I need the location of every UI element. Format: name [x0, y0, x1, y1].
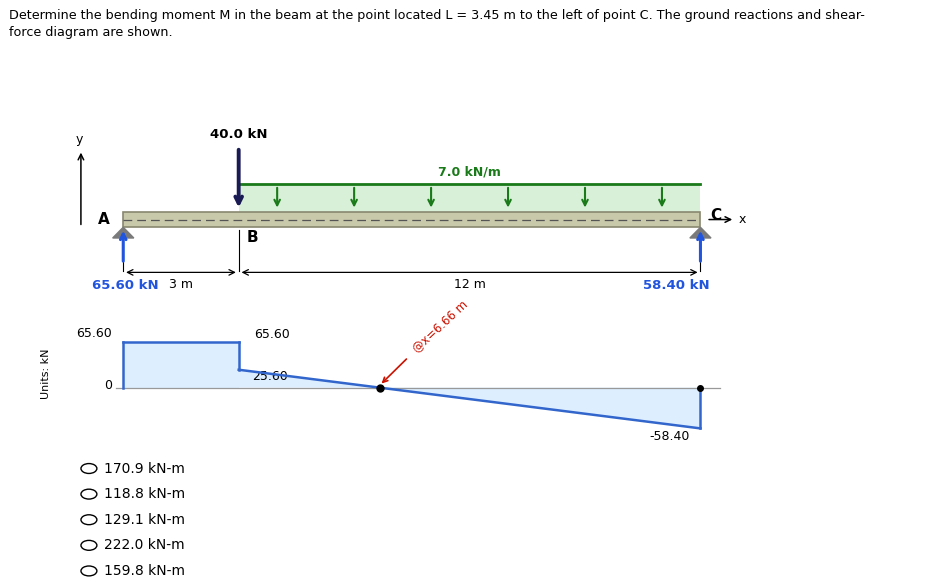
Text: 58.40 kN: 58.40 kN [643, 279, 709, 292]
Text: 7.0 kN/m: 7.0 kN/m [438, 165, 501, 179]
Text: 3 m: 3 m [169, 278, 193, 291]
Polygon shape [239, 183, 700, 212]
Text: y: y [75, 133, 82, 146]
Polygon shape [112, 228, 134, 238]
Text: 129.1 kN-m: 129.1 kN-m [104, 513, 185, 527]
Text: A: A [98, 212, 110, 227]
Text: x: x [739, 213, 746, 226]
Text: B: B [246, 229, 258, 244]
Text: 159.8 kN-m: 159.8 kN-m [104, 564, 185, 578]
Text: 12 m: 12 m [454, 278, 486, 291]
Text: @x=6.66 m: @x=6.66 m [383, 297, 471, 382]
Text: 222.0 kN-m: 222.0 kN-m [104, 538, 184, 552]
Text: 170.9 kN-m: 170.9 kN-m [104, 462, 184, 475]
Text: Determine the bending moment M in the beam at the point located L = 3.45 m to th: Determine the bending moment M in the be… [9, 9, 865, 22]
Text: 65.60 kN: 65.60 kN [93, 279, 159, 292]
Polygon shape [379, 388, 700, 428]
Text: 25.60: 25.60 [252, 370, 288, 384]
Text: force diagram are shown.: force diagram are shown. [9, 26, 173, 39]
Text: 118.8 kN-m: 118.8 kN-m [104, 487, 185, 501]
Text: 40.0 kN: 40.0 kN [210, 129, 268, 141]
Text: C: C [710, 208, 721, 223]
Text: -58.40: -58.40 [650, 431, 690, 443]
Text: Units: kN: Units: kN [41, 349, 51, 399]
Polygon shape [239, 370, 379, 388]
Text: 65.60: 65.60 [254, 328, 290, 341]
Polygon shape [124, 342, 239, 388]
FancyBboxPatch shape [124, 212, 700, 228]
Text: 0: 0 [104, 379, 111, 392]
Polygon shape [690, 228, 711, 238]
Text: 65.60: 65.60 [76, 328, 111, 340]
